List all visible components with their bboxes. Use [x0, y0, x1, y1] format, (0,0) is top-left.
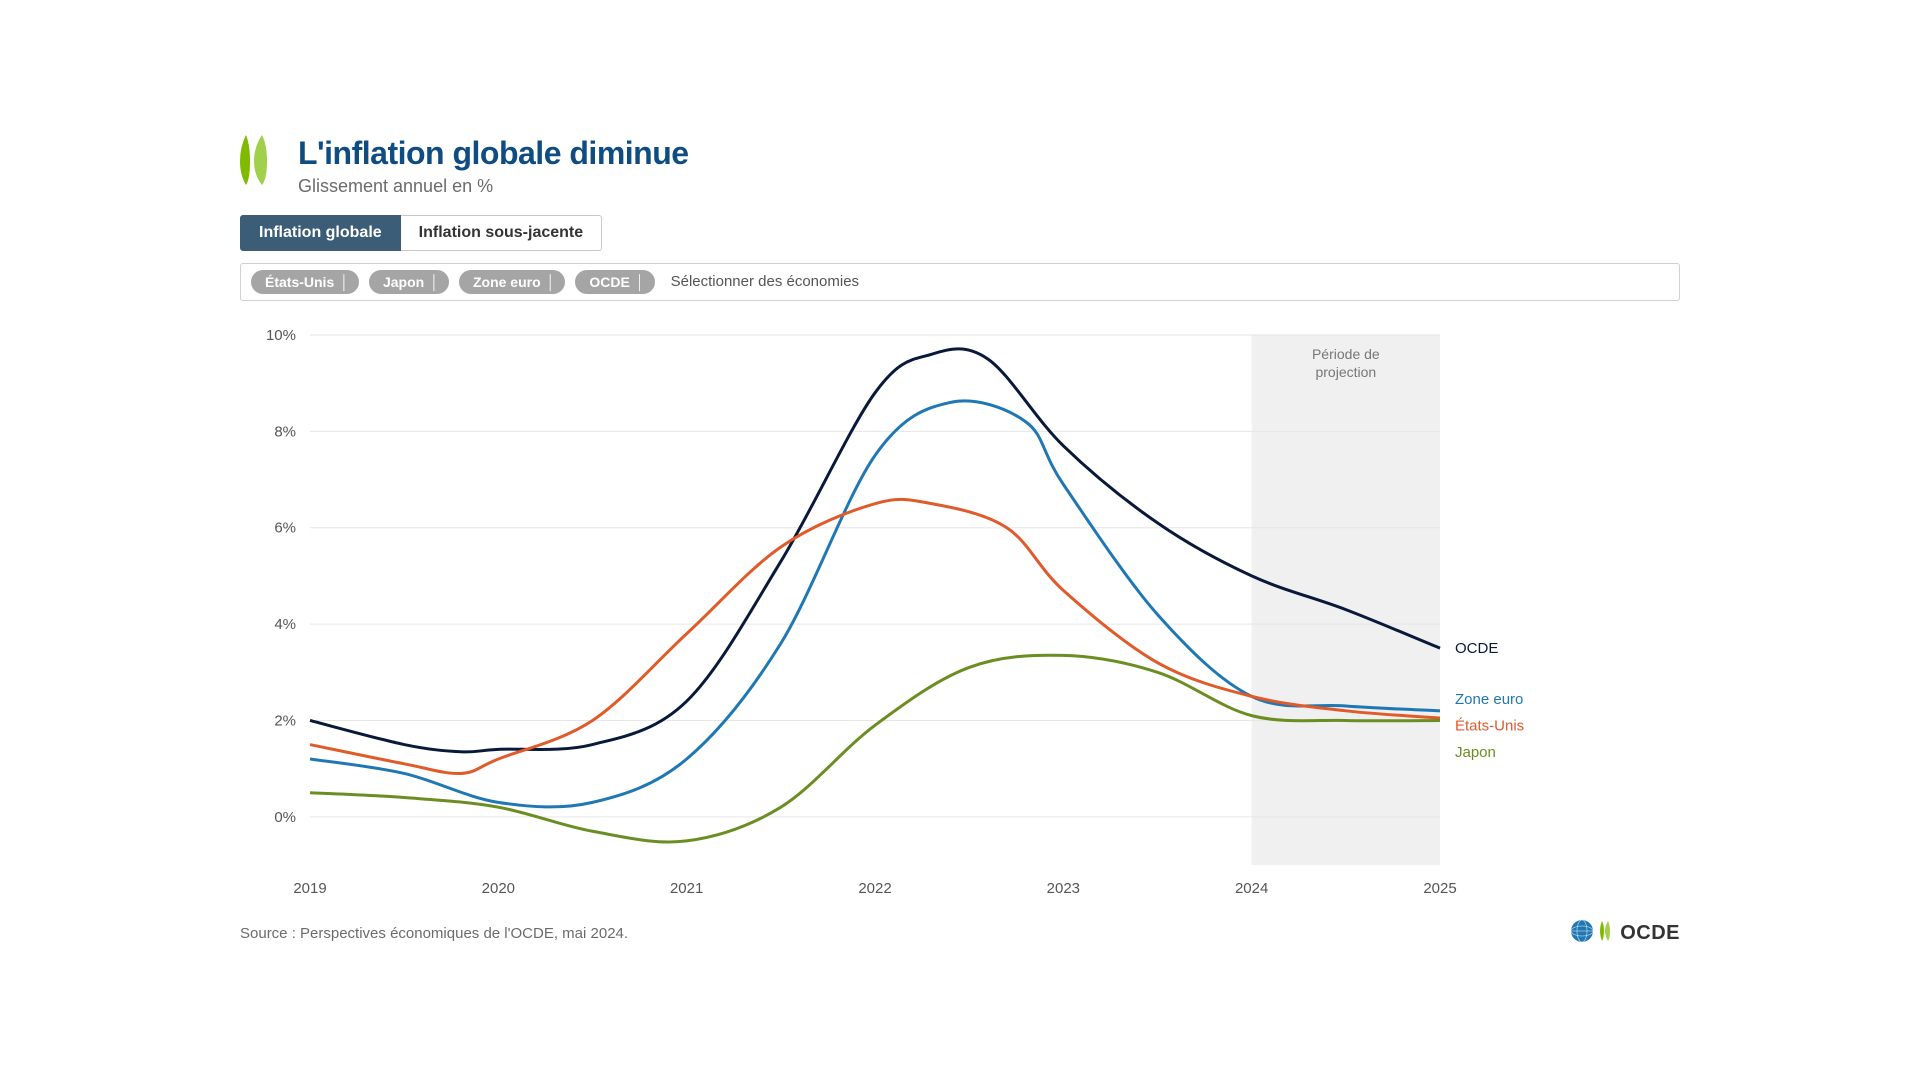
- svg-text:2023: 2023: [1047, 880, 1080, 897]
- tab-inflation-globale[interactable]: Inflation globale: [240, 215, 401, 251]
- chip-label: États-Unis: [265, 274, 334, 290]
- title-block: L'inflation globale diminue Glissement a…: [298, 133, 689, 197]
- chip-label: Zone euro: [473, 274, 541, 290]
- chip-etats-unis[interactable]: États-Unis │: [251, 270, 359, 294]
- chip-remove-icon[interactable]: │: [547, 274, 556, 290]
- tabs: Inflation globale Inflation sous-jacente: [240, 215, 1680, 251]
- chart-subtitle: Glissement annuel en %: [298, 176, 689, 197]
- chip-remove-icon[interactable]: │: [636, 274, 645, 290]
- chip-label: OCDE: [589, 274, 629, 290]
- chart-area: Période de projection 0% 2% 4% 6% 8% 10% 2019 202…: [240, 315, 1680, 905]
- chip-zone-euro[interactable]: Zone euro │: [459, 270, 565, 294]
- header: L'inflation globale diminue Glissement a…: [240, 133, 1680, 197]
- svg-text:4%: 4%: [274, 616, 296, 633]
- svg-text:OCDE: OCDE: [1455, 640, 1498, 657]
- chart-title: L'inflation globale diminue: [298, 135, 689, 172]
- source-text: Source : Perspectives économiques de l'O…: [240, 925, 628, 942]
- svg-text:2022: 2022: [858, 880, 891, 897]
- footer: Source : Perspectives économiques de l'O…: [240, 919, 1680, 948]
- svg-text:2%: 2%: [274, 712, 296, 729]
- svg-text:projection: projection: [1315, 364, 1376, 380]
- chip-label: Japon: [383, 274, 424, 290]
- tab-inflation-sous-jacente[interactable]: Inflation sous-jacente: [401, 215, 602, 251]
- svg-text:0%: 0%: [274, 808, 296, 825]
- svg-text:2019: 2019: [293, 880, 326, 897]
- footer-logo-text: OCDE: [1620, 922, 1680, 945]
- economy-selector[interactable]: États-Unis │ Japon │ Zone euro │ OCDE │ …: [240, 263, 1680, 301]
- chip-remove-icon[interactable]: │: [340, 274, 349, 290]
- chip-japon[interactable]: Japon │: [369, 270, 449, 294]
- svg-text:Zone euro: Zone euro: [1455, 690, 1523, 707]
- chip-ocde[interactable]: OCDE │: [575, 270, 654, 294]
- svg-text:2024: 2024: [1235, 880, 1268, 897]
- svg-text:10%: 10%: [266, 327, 296, 344]
- globe-icon: [1570, 919, 1594, 948]
- chip-remove-icon[interactable]: │: [430, 274, 439, 290]
- line-chart-svg: Période de projection 0% 2% 4% 6% 8% 10% 2019 202…: [240, 315, 1680, 905]
- svg-text:2020: 2020: [482, 880, 515, 897]
- svg-text:Japon: Japon: [1455, 743, 1496, 760]
- footer-logo: OCDE: [1570, 919, 1680, 948]
- svg-text:Période de: Période de: [1312, 346, 1380, 362]
- svg-text:2021: 2021: [670, 880, 703, 897]
- svg-text:6%: 6%: [274, 519, 296, 536]
- svg-text:États-Unis: États-Unis: [1455, 717, 1524, 734]
- svg-text:2025: 2025: [1423, 880, 1456, 897]
- svg-text:8%: 8%: [274, 423, 296, 440]
- oecd-logo-icon: [240, 133, 284, 187]
- oecd-small-logo-icon: [1600, 920, 1614, 947]
- chart-container: L'inflation globale diminue Glissement a…: [220, 133, 1700, 948]
- selector-placeholder: Sélectionner des économies: [671, 273, 859, 290]
